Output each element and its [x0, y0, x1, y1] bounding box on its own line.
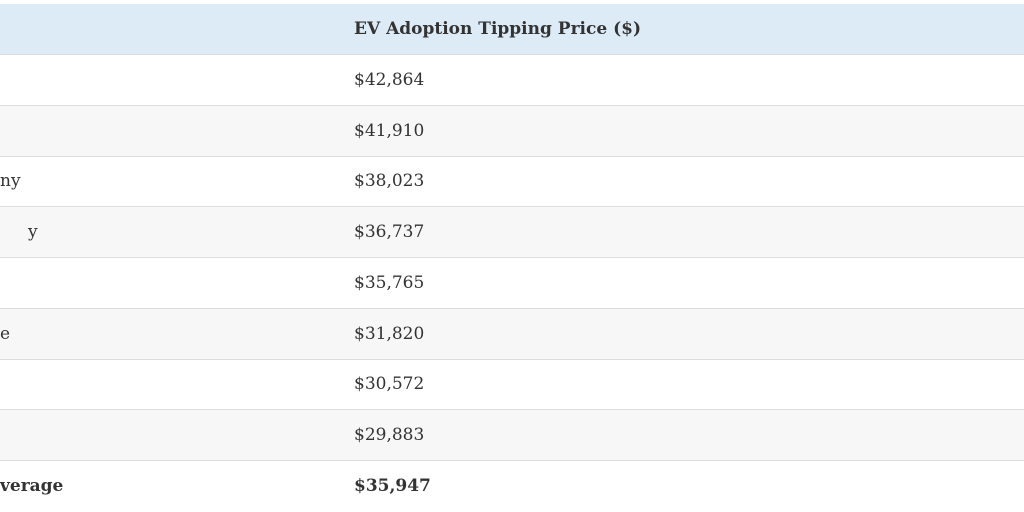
row-label: ny — [0, 171, 21, 192]
row-value: $35,765 — [354, 272, 425, 293]
table-row: $29,883 — [0, 409, 1024, 461]
table-row: $30,572 — [0, 359, 1024, 411]
table-row: $41,910 — [0, 105, 1024, 157]
row-value: $38,023 — [354, 171, 425, 192]
row-value: $35,947 — [354, 475, 431, 496]
table-row: verage $35,947 — [0, 461, 1024, 512]
table-row: ny $38,023 — [0, 156, 1024, 208]
row-value: $29,883 — [354, 424, 425, 445]
row-label: y — [28, 222, 38, 243]
row-value: $31,820 — [354, 323, 425, 344]
row-value: $36,737 — [354, 222, 425, 243]
table-row: $35,765 — [0, 258, 1024, 309]
table-row: $42,864 — [0, 55, 1024, 106]
row-label: verage — [0, 475, 64, 496]
row-label: e — [0, 323, 11, 344]
header-cell: EV Adoption Tipping Price ($) — [354, 19, 641, 39]
table-row: e $31,820 — [0, 308, 1024, 360]
row-value: $42,864 — [354, 70, 425, 90]
row-value: $41,910 — [354, 120, 425, 141]
header-row: EV Adoption Tipping Price ($) — [0, 4, 1024, 55]
row-value: $30,572 — [354, 374, 425, 395]
table-row: y $36,737 — [0, 207, 1024, 259]
